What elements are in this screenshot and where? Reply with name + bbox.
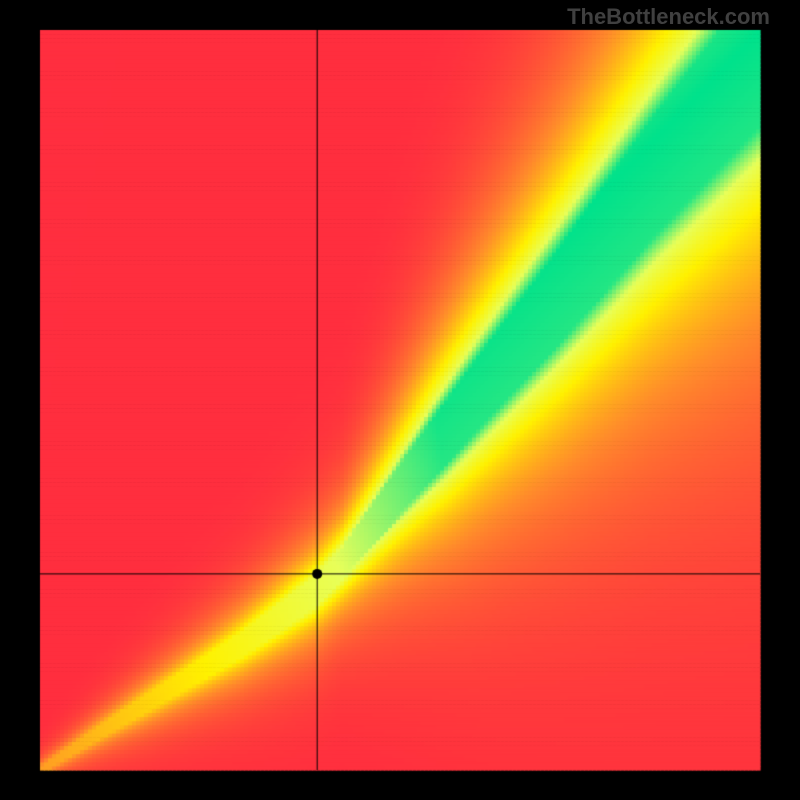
- attribution-text: TheBottleneck.com: [567, 4, 770, 30]
- bottleneck-heatmap: [0, 0, 800, 800]
- chart-container: TheBottleneck.com: [0, 0, 800, 800]
